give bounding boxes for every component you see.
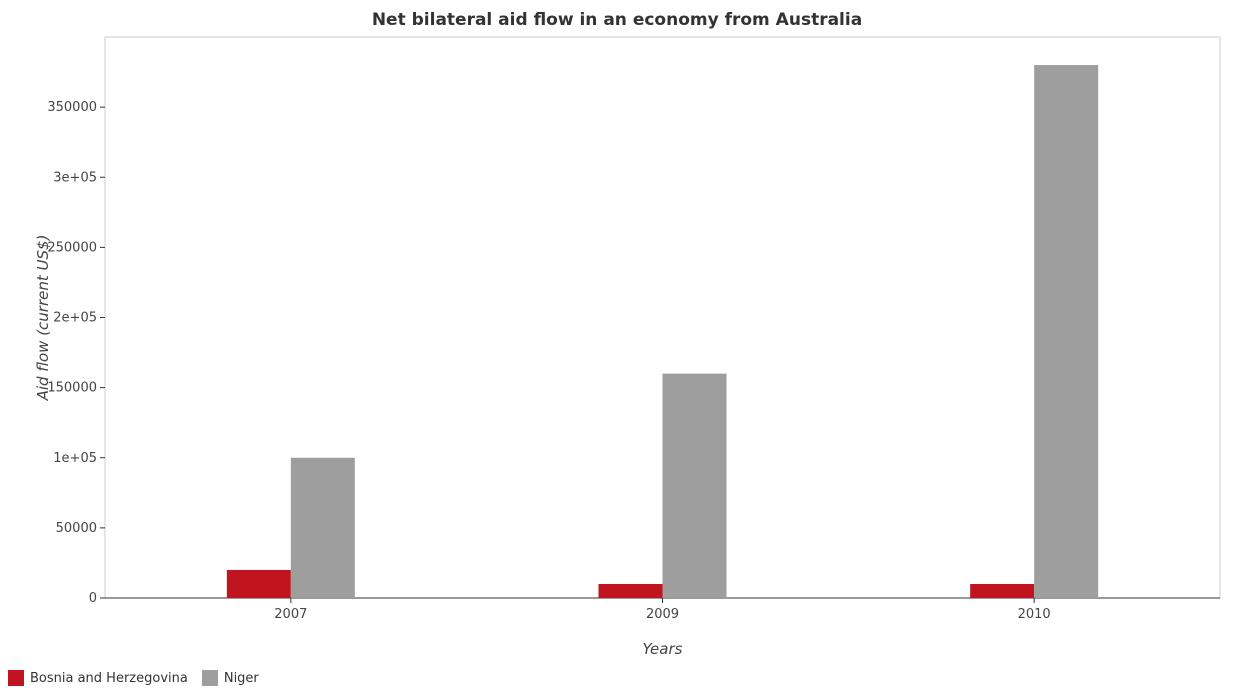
bar-bosnia-and-herzegovina-2009 [598, 583, 663, 598]
y-tick-label: 2e+05 [53, 311, 97, 326]
x-axis-title: Years [643, 640, 683, 658]
legend-label: Niger [223, 670, 259, 686]
y-tick-label: 0 [89, 591, 97, 606]
legend: Bosnia and Herzegovina Niger [8, 670, 273, 686]
y-tick-label: 1e+05 [53, 451, 97, 466]
bar-niger-2007 [290, 457, 355, 598]
bar-niger-2010 [1034, 65, 1099, 599]
y-tick-label: 3e+05 [53, 170, 97, 185]
bar-bosnia-and-herzegovina-2007 [226, 569, 291, 598]
x-tick-label: 2010 [1018, 607, 1051, 622]
y-tick-label: 350000 [47, 100, 97, 115]
bar-niger-2009 [662, 373, 727, 598]
y-axis-title: Aid flow (current US$) [34, 235, 52, 402]
bar-bosnia-and-herzegovina-2010 [970, 583, 1035, 598]
legend-label: Bosnia and Herzegovina [30, 670, 188, 686]
x-tick-label: 2007 [274, 607, 307, 622]
legend-swatch [201, 670, 218, 686]
legend-swatch [8, 670, 24, 686]
x-tick-label: 2009 [646, 607, 679, 622]
chart-title: Net bilateral aid flow in an economy fro… [371, 10, 863, 30]
y-tick-label: 50000 [56, 521, 97, 536]
legend-item: Niger [201, 670, 259, 686]
y-tick-label: 250000 [47, 240, 97, 255]
y-tick-label: 150000 [47, 381, 97, 396]
legend-item: Bosnia and Herzegovina [8, 670, 188, 686]
